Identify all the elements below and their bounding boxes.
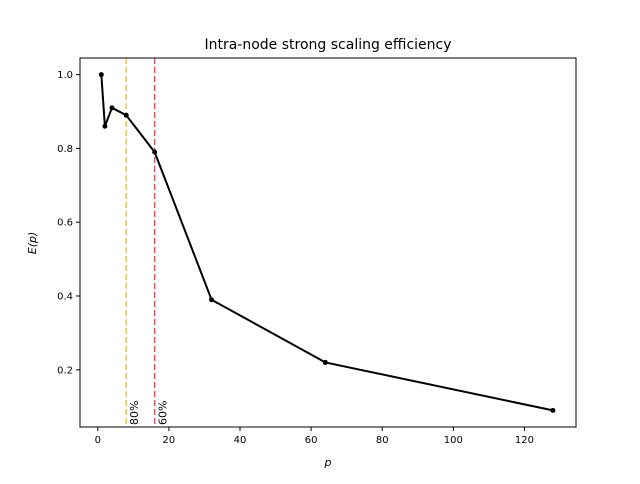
y-tick-label: 1.0 [57, 70, 73, 81]
x-tick-label: 20 [163, 435, 176, 446]
x-tick-label: 100 [444, 435, 463, 446]
plot-area: 80% 60% 0 20 40 60 80 100 120 0.2 0.4 0.6 0.8 1.0 [57, 57, 577, 446]
data-point [102, 123, 108, 129]
y-tick-label: 0.8 [57, 144, 73, 155]
y-axis-label: E(p) [26, 232, 39, 255]
data-point [109, 105, 115, 111]
threshold-label-60pct: 60% [157, 401, 170, 425]
series-line-0 [100, 74, 554, 412]
data-point [550, 407, 556, 413]
y-tick-label: 0.6 [57, 218, 73, 229]
plot-frame [79, 57, 577, 428]
data-point [123, 112, 129, 118]
data-point [322, 359, 328, 365]
x-tick-label: 0 [95, 435, 101, 446]
y-tick-label: 0.2 [57, 365, 73, 376]
data-point [98, 72, 104, 78]
y-tick-label: 0.4 [57, 292, 73, 303]
x-axis-label: p [324, 456, 332, 469]
x-tick-label: 120 [515, 435, 534, 446]
data-point [209, 297, 215, 303]
x-tick-label: 60 [305, 435, 318, 446]
x-tick-label: 40 [234, 435, 247, 446]
x-tick-label: 80 [376, 435, 389, 446]
threshold-label-80pct: 80% [128, 401, 141, 425]
chart-title: Intra-node strong scaling efficiency [204, 37, 451, 53]
data-point [152, 149, 158, 155]
